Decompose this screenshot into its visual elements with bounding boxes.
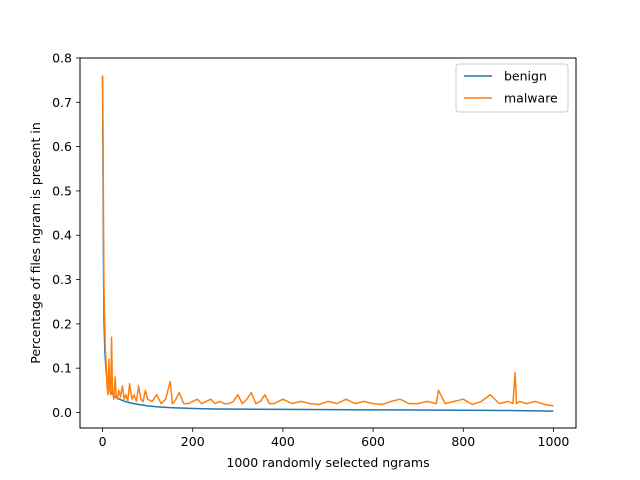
y-tick-label: 0.3 xyxy=(52,272,72,287)
plot-area xyxy=(80,58,576,428)
y-tick-label: 0.4 xyxy=(52,228,72,243)
x-axis-ticks: 0 200 400 600 800 1000 xyxy=(99,428,570,449)
y-tick-label: 0.1 xyxy=(52,361,72,376)
legend-label-benign: benign xyxy=(504,69,547,84)
x-tick-label: 200 xyxy=(181,434,205,449)
plot-frame xyxy=(79,57,577,429)
y-axis-ticks: 0.0 0.1 0.2 0.3 0.4 0.5 0.6 0.7 0.8 xyxy=(52,51,80,420)
x-axis-label: 1000 randomly selected ngrams xyxy=(226,455,429,470)
x-tick-label: 600 xyxy=(361,434,385,449)
x-tick-label: 1000 xyxy=(538,434,570,449)
y-axis-label: Percentage of files ngram is present in xyxy=(28,122,43,364)
x-tick-label: 800 xyxy=(451,434,475,449)
y-tick-label: 0.0 xyxy=(52,405,72,420)
legend-label-malware: malware xyxy=(504,91,558,106)
series-line-malware xyxy=(101,75,554,407)
y-tick-label: 0.7 xyxy=(52,95,72,110)
x-tick-label: 0 xyxy=(99,434,107,449)
y-tick-label: 0.8 xyxy=(52,51,72,66)
series-layer xyxy=(101,75,554,412)
y-tick-label: 0.6 xyxy=(52,139,72,154)
legend: benign malware xyxy=(455,63,569,113)
y-tick-label: 0.2 xyxy=(52,316,72,331)
y-tick-label: 0.5 xyxy=(52,183,72,198)
x-tick-label: 400 xyxy=(271,434,295,449)
